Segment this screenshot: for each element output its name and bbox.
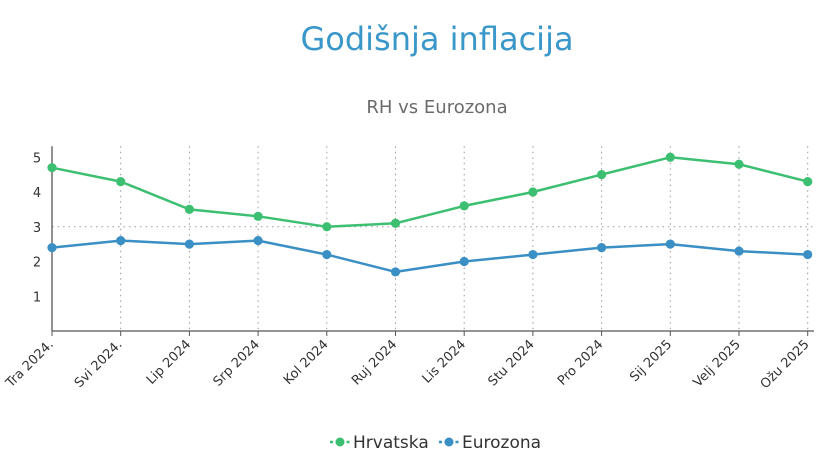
x-tick-label: Tra 2024. — [3, 337, 57, 391]
x-tick-label: Sij 2025 — [627, 337, 675, 385]
data-point[interactable] — [734, 246, 744, 256]
x-axis-ticks: Tra 2024. Svi 2024. Lip 2024 Srp 2024 Kol 20… — [3, 331, 813, 392]
data-point[interactable] — [734, 159, 744, 169]
data-point[interactable] — [597, 170, 607, 180]
legend[interactable]: Hrvatska Eurozona — [330, 433, 541, 453]
data-point[interactable] — [116, 176, 126, 187]
data-point[interactable] — [528, 249, 538, 260]
data-point[interactable] — [390, 267, 401, 277]
data-point[interactable] — [528, 187, 538, 197]
x-tick-label: Srp 2024 — [211, 337, 263, 389]
grid — [52, 146, 814, 331]
data-point[interactable] — [803, 249, 813, 260]
y-tick-label: 5 — [33, 151, 41, 166]
series-hrvatska — [47, 152, 813, 232]
series-eurozona — [47, 236, 813, 277]
x-tick-label: Stu 2024 — [486, 337, 538, 389]
data-point[interactable] — [253, 211, 263, 221]
chart-subtitle: RH vs Eurozona — [366, 97, 507, 118]
x-tick-label: Velj 2025 — [691, 337, 744, 390]
series-line — [51, 239, 808, 274]
data-point[interactable] — [116, 236, 126, 246]
data-point[interactable] — [184, 204, 194, 214]
x-tick-label: Ruj 2024 — [349, 337, 400, 388]
y-tick-label: 4 — [33, 186, 41, 201]
data-point[interactable] — [253, 236, 263, 246]
y-tick-label: 1 — [33, 290, 41, 305]
series-line — [51, 156, 809, 229]
x-tick-label: Kol 2024 — [281, 337, 332, 388]
data-point[interactable] — [184, 239, 194, 249]
x-tick-label: Lis 2024 — [420, 337, 469, 386]
data-point[interactable] — [390, 218, 401, 228]
data-point[interactable] — [597, 243, 607, 253]
data-point[interactable] — [459, 201, 469, 211]
legend-label: Hrvatska — [353, 433, 429, 453]
data-point[interactable] — [47, 243, 57, 253]
y-tick-label: 2 — [33, 256, 41, 271]
legend-marker — [335, 437, 345, 447]
data-point[interactable] — [665, 152, 675, 162]
x-tick-label: Ožu 2025 — [758, 337, 813, 392]
data-point[interactable] — [665, 239, 675, 249]
y-axis-ticks: 1 2 3 4 5 — [33, 151, 41, 305]
legend-label: Eurozona — [462, 433, 541, 453]
legend-marker — [444, 437, 454, 447]
y-tick-label: 3 — [33, 221, 41, 236]
data-point[interactable] — [47, 163, 57, 173]
chart-title: Godišnja inflacija — [300, 20, 573, 58]
data-point[interactable] — [322, 222, 332, 232]
x-tick-label: Svi 2024. — [72, 337, 126, 391]
x-tick-label: Pro 2024 — [555, 337, 607, 389]
series-layer — [47, 152, 813, 277]
x-tick-label: Lip 2024 — [144, 337, 194, 387]
data-point[interactable] — [803, 176, 813, 187]
data-point[interactable] — [459, 256, 469, 267]
data-point[interactable] — [322, 249, 332, 260]
legend-item-eurozona[interactable]: Eurozona — [439, 433, 541, 453]
axes — [51, 146, 814, 332]
legend-item-hrvatska[interactable]: Hrvatska — [330, 433, 429, 453]
